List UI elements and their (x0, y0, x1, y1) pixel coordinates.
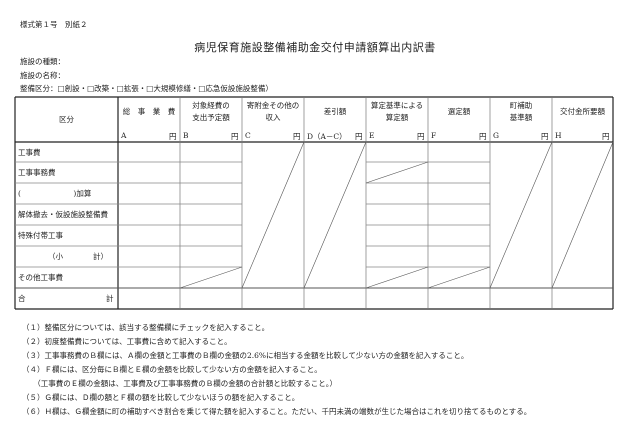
note-item: （工事費のＥ欄の金額は、工事費及び工事事務費のＢ欄の金額の合計額と比較すること。… (22, 379, 337, 388)
form-number: 様式第１号 別紙２ (20, 20, 88, 29)
total-label: 合 (18, 294, 26, 303)
not-applicable-slash (241, 141, 305, 289)
column-letter: G (493, 131, 499, 140)
total-label: 計 (106, 294, 114, 303)
note-item: （３）工事事務費のＢ欄には、Ａ欄の金額と工事費のＢ欄の金額の2.6%に相当する金… (22, 351, 469, 360)
column-unit: 円 (169, 132, 177, 141)
column-header-label: 算定基準による 算定額 (370, 101, 424, 122)
column-unit: 円 (602, 132, 610, 141)
not-applicable-slash (427, 266, 491, 289)
column-header-label: 区分 (59, 115, 74, 124)
note-item: （１）整備区分については、該当する整備欄にチェックを記入すること。 (22, 323, 270, 332)
facility-type-label: 施設の種類： (20, 57, 65, 66)
note-item: （２）初度整備費については、工事費に含めて記入すること。 (22, 337, 232, 346)
column-header-label: 差引額 (323, 107, 347, 116)
not-applicable-slash (365, 266, 429, 289)
note-item: （６）Ｈ欄は、Ｇ欄金額に町の補助すべき割合を乗じて得た額を記入すること。ただい、… (22, 407, 532, 416)
column-letter: E (369, 131, 375, 140)
row-label: その他工事費 (18, 273, 63, 282)
note-item: （４）Ｆ欄には、区分毎にＢ欄とＥ欄の金額を比較して少ない方の金額を記入すること。 (22, 365, 322, 374)
row-label: ( )加算 (18, 189, 92, 198)
column-header-label: 交付金所要額 (560, 107, 605, 116)
column-header-label: 町補助 基準額 (509, 101, 533, 122)
not-applicable-slash (179, 266, 243, 289)
column-unit: 円 (293, 132, 301, 141)
column-header-label: 対象経費の 支出予定額 (192, 101, 230, 122)
page-title: 病児保育施設整備補助金交付申請額算出内訳書 (194, 41, 436, 54)
row-label: 工事費 (18, 148, 41, 157)
column-unit: 円 (479, 132, 487, 141)
column-letter: D（A－C） (307, 132, 347, 141)
column-unit: 円 (417, 132, 425, 141)
column-letter: A (121, 131, 127, 140)
row-label: 特殊付帯工事 (18, 231, 63, 240)
not-applicable-slash (365, 161, 429, 184)
column-letter: C (245, 131, 251, 140)
column-header-label: 総 事 業 費 (122, 107, 176, 116)
column-unit: 円 (231, 132, 239, 141)
not-applicable-slash (551, 141, 614, 289)
row-label: 工事事務費 (18, 168, 56, 177)
facility-name-label: 施設の名称： (20, 71, 65, 80)
column-header-label: 寄附金その他の 収入 (246, 101, 300, 122)
column-unit: 円 (355, 132, 363, 141)
column-header-label: 選定額 (447, 107, 471, 116)
note-item: （５）Ｇ欄には、Ｄ欄の額とＦ欄の額を比較して少ないほうの額を記入すること。 (22, 393, 300, 402)
not-applicable-slash (303, 141, 367, 289)
row-label: 解体撤去・仮設施設整備費 (18, 210, 108, 219)
category-label: 整備区分：□創設・□改築・□拡張・□大規模修繕・□応急仮設施設整備） (20, 84, 273, 93)
not-applicable-slash (489, 141, 553, 289)
column-letter: H (555, 131, 562, 140)
column-letter: B (183, 131, 189, 140)
row-label: （小 計） (48, 252, 108, 261)
column-unit: 円 (541, 132, 549, 141)
column-letter: F (431, 131, 437, 140)
